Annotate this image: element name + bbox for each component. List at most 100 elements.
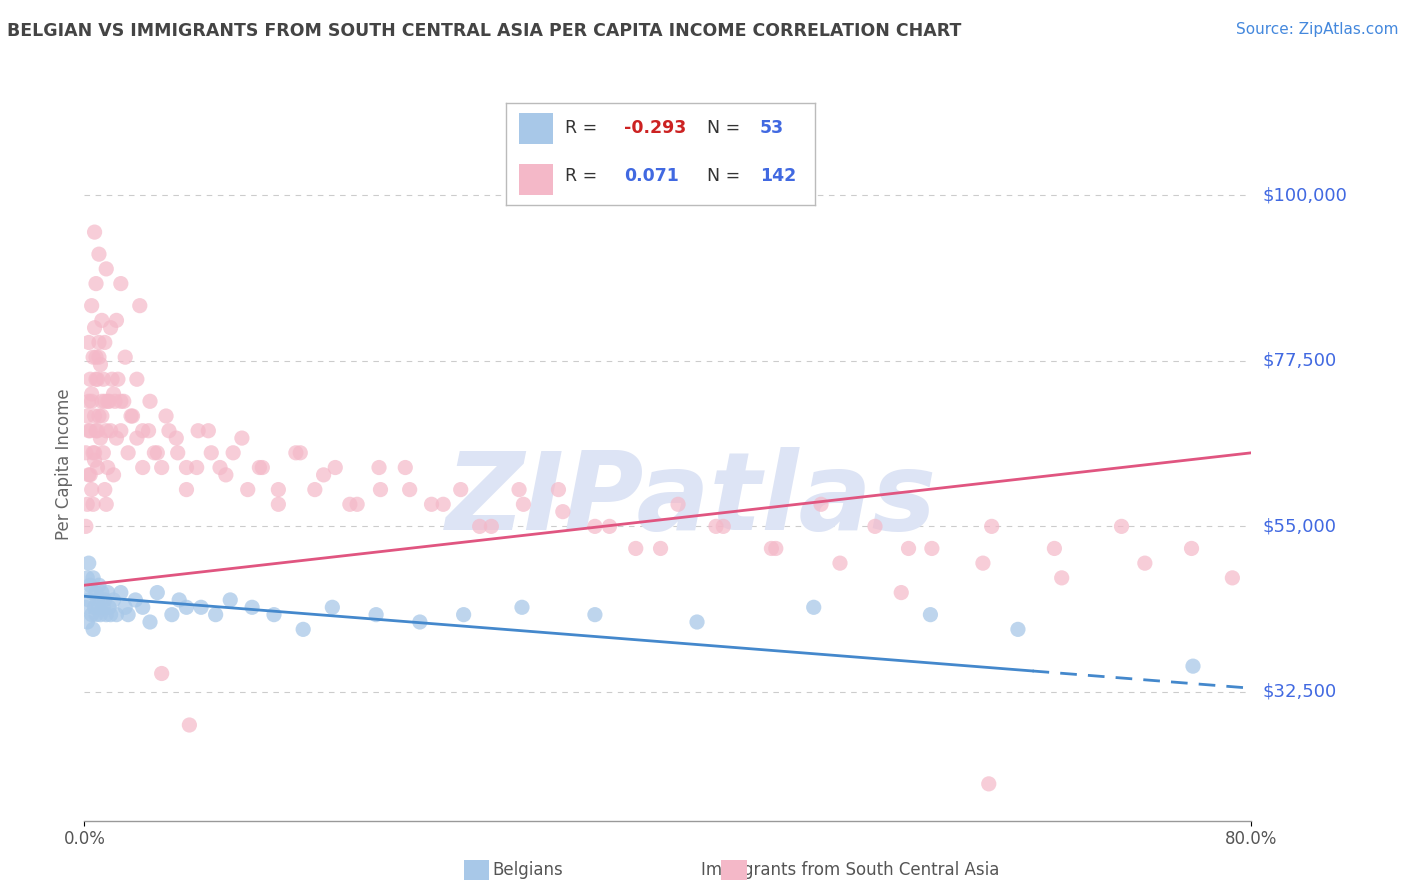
Point bbox=[321, 600, 343, 615]
Point bbox=[1181, 659, 1204, 673]
Point bbox=[87, 247, 110, 261]
Point bbox=[114, 600, 136, 615]
Point bbox=[420, 497, 443, 511]
Point bbox=[165, 431, 187, 445]
Point bbox=[125, 431, 148, 445]
Point bbox=[150, 460, 173, 475]
Point bbox=[90, 394, 112, 409]
Point bbox=[75, 519, 97, 533]
Text: N =: N = bbox=[707, 168, 747, 186]
Point bbox=[77, 335, 100, 350]
Point bbox=[208, 460, 231, 475]
Point bbox=[863, 519, 886, 533]
Point bbox=[98, 600, 121, 615]
Text: ZIPatlas: ZIPatlas bbox=[446, 447, 936, 552]
Point bbox=[80, 585, 103, 599]
Point bbox=[103, 593, 125, 607]
Point bbox=[267, 483, 290, 497]
Point bbox=[112, 394, 135, 409]
Point bbox=[222, 446, 245, 460]
Point bbox=[146, 446, 169, 460]
Point bbox=[77, 467, 100, 482]
Point bbox=[87, 335, 110, 350]
Point bbox=[160, 607, 183, 622]
Text: $77,500: $77,500 bbox=[1263, 351, 1337, 370]
Point bbox=[176, 483, 198, 497]
Text: $55,000: $55,000 bbox=[1263, 517, 1337, 535]
Point bbox=[138, 424, 160, 438]
Text: N =: N = bbox=[707, 120, 747, 137]
Point bbox=[82, 446, 104, 460]
Point bbox=[90, 313, 112, 327]
Y-axis label: Per Capita Income: Per Capita Income bbox=[55, 388, 73, 540]
Point bbox=[176, 600, 198, 615]
Point bbox=[1133, 556, 1156, 570]
Point bbox=[117, 607, 139, 622]
Point bbox=[91, 446, 114, 460]
Point bbox=[711, 519, 734, 533]
Point bbox=[110, 277, 132, 291]
Bar bbox=[519, 164, 553, 194]
Point bbox=[97, 460, 120, 475]
Point bbox=[105, 431, 128, 445]
Point bbox=[76, 409, 98, 423]
Point bbox=[761, 541, 783, 556]
Point bbox=[167, 593, 190, 607]
Point bbox=[551, 505, 574, 519]
Point bbox=[1050, 571, 1073, 585]
Point bbox=[252, 460, 274, 475]
Point bbox=[468, 519, 491, 533]
Text: 53: 53 bbox=[759, 120, 785, 137]
Point bbox=[704, 519, 727, 533]
Text: 142: 142 bbox=[759, 168, 796, 186]
Point bbox=[366, 607, 388, 622]
Point bbox=[765, 541, 787, 556]
Point bbox=[100, 424, 122, 438]
Point bbox=[94, 593, 117, 607]
Point bbox=[100, 607, 122, 622]
Point bbox=[96, 607, 118, 622]
Text: Source: ZipAtlas.com: Source: ZipAtlas.com bbox=[1236, 22, 1399, 37]
Point bbox=[479, 519, 502, 533]
Point bbox=[91, 372, 114, 386]
Point bbox=[90, 585, 112, 599]
Point bbox=[409, 615, 432, 629]
Point bbox=[215, 467, 238, 482]
Point bbox=[84, 350, 107, 364]
Point bbox=[84, 372, 107, 386]
Point bbox=[105, 313, 128, 327]
Point bbox=[176, 460, 198, 475]
Point bbox=[204, 607, 226, 622]
Point bbox=[77, 556, 100, 570]
Point bbox=[547, 483, 569, 497]
Point bbox=[897, 541, 920, 556]
Point bbox=[77, 424, 100, 438]
Point bbox=[200, 446, 222, 460]
Point bbox=[432, 497, 454, 511]
Point bbox=[104, 394, 127, 409]
Point bbox=[1111, 519, 1133, 533]
Point bbox=[510, 600, 533, 615]
Point bbox=[650, 541, 672, 556]
Point bbox=[80, 387, 103, 401]
Point bbox=[87, 409, 110, 423]
Point bbox=[120, 409, 142, 423]
Point bbox=[666, 497, 689, 511]
Point bbox=[79, 424, 101, 438]
Point bbox=[920, 607, 942, 622]
Point bbox=[290, 446, 312, 460]
Point bbox=[977, 777, 1000, 791]
Point bbox=[82, 623, 104, 637]
Text: 0.071: 0.071 bbox=[624, 168, 679, 186]
Point bbox=[219, 593, 242, 607]
Point bbox=[80, 394, 103, 409]
Point bbox=[84, 607, 107, 622]
Point bbox=[98, 394, 121, 409]
Point bbox=[107, 372, 129, 386]
Point bbox=[125, 372, 148, 386]
Point bbox=[921, 541, 943, 556]
Point bbox=[972, 556, 994, 570]
Text: -0.293: -0.293 bbox=[624, 120, 686, 137]
Point bbox=[114, 350, 136, 364]
Point bbox=[128, 299, 150, 313]
